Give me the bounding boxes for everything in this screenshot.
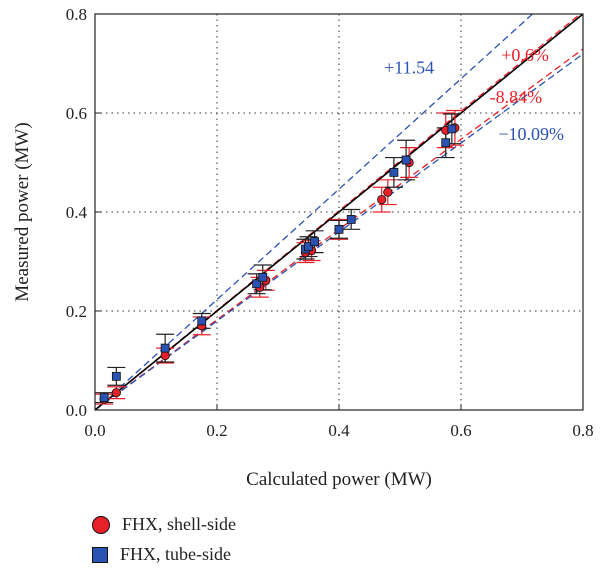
x-tick-label: 0.8 xyxy=(572,421,593,440)
data-point-tube xyxy=(447,124,457,134)
data-point-shell xyxy=(160,350,170,361)
x-tick-label: 0.0 xyxy=(84,421,105,440)
data-point-shell xyxy=(111,388,121,398)
y-tick-label: 0.0 xyxy=(66,401,87,420)
data-point-tube xyxy=(258,272,268,282)
data-markers xyxy=(99,123,460,404)
data-point-tube xyxy=(99,393,109,403)
reference-line xyxy=(94,13,533,411)
data-point-tube xyxy=(310,237,320,247)
reference-line-labels: +11.54 +0.6% -8.84% −10.09% xyxy=(384,45,564,144)
scatter-chart: 0.0 0.2 0.4 0.6 0.8 0.0 0.2 0.4 0.6 0.8 +11.54 +0.… xyxy=(12,5,594,490)
legend-item-shell: FHX, shell-side xyxy=(92,514,236,535)
reference-line-label: +11.54 xyxy=(384,57,434,77)
y-tick-label: 0.6 xyxy=(66,104,87,123)
x-tick-label: 0.6 xyxy=(450,421,471,440)
data-point-tube xyxy=(197,316,207,326)
data-point-shell xyxy=(383,187,393,197)
square-marker-icon xyxy=(92,546,108,563)
y-axis-label: Measured power (MW) xyxy=(12,122,33,301)
axis-ticks: 0.0 0.2 0.4 0.6 0.8 0.0 0.2 0.4 0.6 0.8 xyxy=(66,5,594,440)
parity-line xyxy=(94,13,584,411)
y-tick-label: 0.8 xyxy=(66,5,87,24)
reference-line-label: +0.6% xyxy=(501,45,549,65)
error-bars xyxy=(95,109,464,405)
y-tick-label: 0.2 xyxy=(66,302,87,321)
reference-line-label: -8.84% xyxy=(490,87,543,107)
data-point-shell xyxy=(377,195,387,205)
legend-item-tube: FHX, tube-side xyxy=(92,544,231,565)
x-axis-label: Calculated power (MW) xyxy=(246,469,432,490)
data-point-tube xyxy=(334,224,344,234)
x-tick-label: 0.4 xyxy=(328,421,350,440)
data-point-tube xyxy=(111,371,121,381)
data-point-tube xyxy=(401,155,411,165)
circle-marker-icon xyxy=(92,515,110,534)
y-tick-label: 0.4 xyxy=(66,203,88,222)
data-point-tube xyxy=(441,138,451,148)
data-point-tube xyxy=(252,279,262,289)
x-tick-label: 0.2 xyxy=(206,421,227,440)
legend-label-tube: FHX, tube-side xyxy=(120,544,231,564)
data-point-tube xyxy=(346,215,356,224)
data-point-tube xyxy=(304,242,313,252)
reference-line-label: −10.09% xyxy=(498,124,564,144)
data-point-tube xyxy=(160,343,170,353)
legend-label-shell: FHX, shell-side xyxy=(122,514,236,534)
data-point-tube xyxy=(389,167,399,177)
